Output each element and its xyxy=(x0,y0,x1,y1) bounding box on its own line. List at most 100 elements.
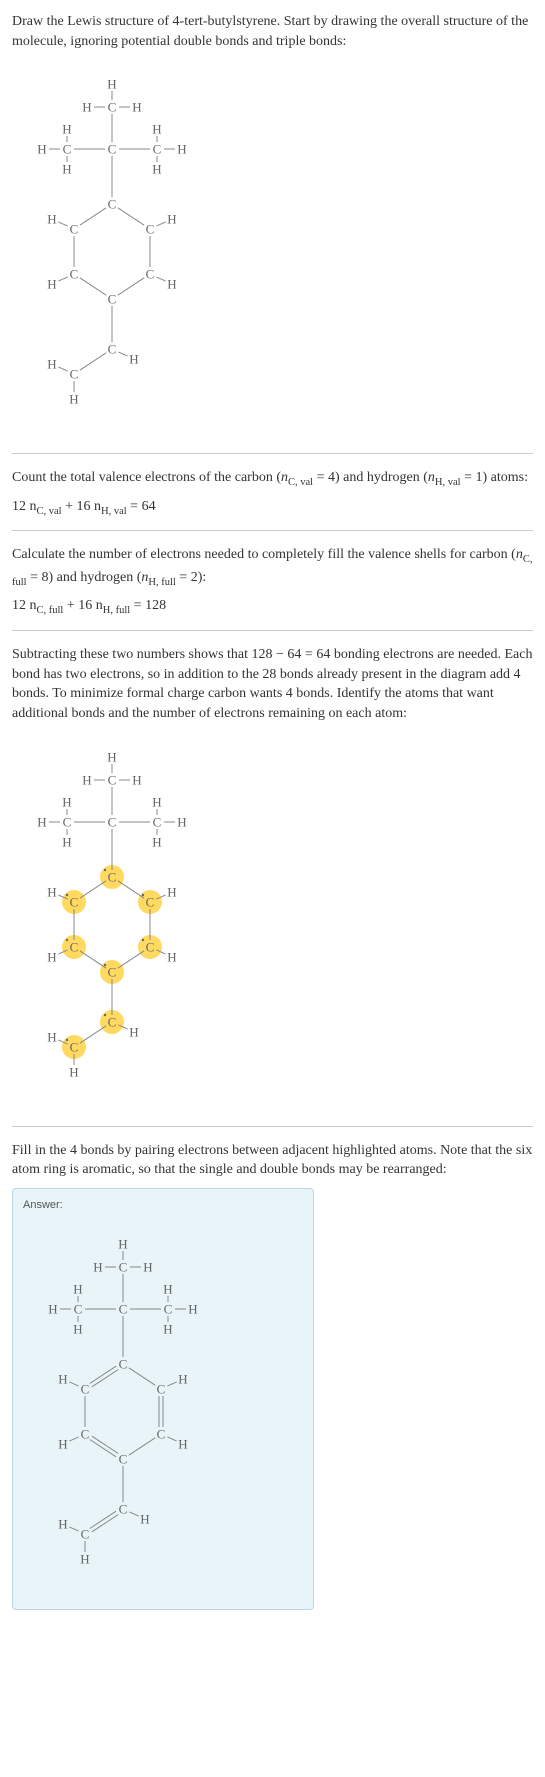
step3-text: Subtracting these two numbers shows that… xyxy=(12,645,533,723)
answer-box: Answer: HHCHHHHCCCHHHCHCCHHCCHCCHCHH xyxy=(12,1188,314,1610)
svg-text:H: H xyxy=(178,1436,187,1451)
divider xyxy=(12,1126,533,1127)
svg-text:H: H xyxy=(80,1551,89,1566)
svg-text:H: H xyxy=(58,1371,67,1386)
svg-text:H: H xyxy=(163,1281,172,1296)
svg-text:H: H xyxy=(167,884,176,899)
svg-text:H: H xyxy=(188,1301,197,1316)
svg-text:C: C xyxy=(70,1039,79,1054)
intro-text: Draw the Lewis structure of 4-tert-butyl… xyxy=(12,12,533,51)
svg-text:C: C xyxy=(108,342,117,357)
divider xyxy=(12,530,533,531)
svg-text:H: H xyxy=(37,814,46,829)
svg-text:H: H xyxy=(107,77,116,92)
svg-text:H: H xyxy=(152,122,161,137)
svg-text:H: H xyxy=(93,1259,102,1274)
svg-text:H: H xyxy=(47,357,56,372)
svg-text:H: H xyxy=(62,834,71,849)
svg-text:H: H xyxy=(132,100,141,115)
svg-text:C: C xyxy=(108,869,117,884)
svg-text:H: H xyxy=(107,749,116,764)
diagram-2: HHCHHHHCCCHHHCHCCHHCCHCCHCHH xyxy=(12,732,533,1112)
svg-text:C: C xyxy=(108,142,117,157)
svg-text:H: H xyxy=(163,1321,172,1336)
svg-text:C: C xyxy=(157,1426,166,1441)
svg-text:C: C xyxy=(119,1356,128,1371)
svg-text:C: C xyxy=(146,222,155,237)
divider xyxy=(12,453,533,454)
svg-text:H: H xyxy=(177,142,186,157)
svg-text:C: C xyxy=(153,142,162,157)
svg-text:C: C xyxy=(81,1381,90,1396)
svg-text:H: H xyxy=(140,1511,149,1526)
svg-text:H: H xyxy=(129,352,138,367)
svg-text:H: H xyxy=(69,392,78,407)
svg-text:C: C xyxy=(108,100,117,115)
step2-text: Calculate the number of electrons needed… xyxy=(12,545,533,590)
svg-text:H: H xyxy=(62,122,71,137)
svg-text:H: H xyxy=(73,1281,82,1296)
svg-text:H: H xyxy=(178,1371,187,1386)
svg-text:C: C xyxy=(108,814,117,829)
svg-text:H: H xyxy=(177,814,186,829)
svg-text:H: H xyxy=(47,884,56,899)
svg-text:H: H xyxy=(82,100,91,115)
svg-text:H: H xyxy=(69,1064,78,1079)
svg-text:C: C xyxy=(63,142,72,157)
svg-text:C: C xyxy=(153,814,162,829)
svg-text:C: C xyxy=(164,1301,173,1316)
svg-text:H: H xyxy=(47,1029,56,1044)
svg-text:H: H xyxy=(37,142,46,157)
svg-text:H: H xyxy=(118,1236,127,1251)
svg-text:H: H xyxy=(48,1301,57,1316)
svg-text:H: H xyxy=(82,772,91,787)
svg-text:C: C xyxy=(70,367,79,382)
divider xyxy=(12,630,533,631)
diagram-1: HHCHHHHCCCHHHCHCCHHCCHCCHCHH xyxy=(12,59,533,439)
step4-text: Fill in the 4 bonds by pairing electrons… xyxy=(12,1141,533,1180)
svg-text:H: H xyxy=(47,949,56,964)
svg-text:C: C xyxy=(108,1014,117,1029)
svg-text:H: H xyxy=(167,949,176,964)
svg-text:H: H xyxy=(143,1259,152,1274)
svg-text:H: H xyxy=(152,794,161,809)
svg-text:H: H xyxy=(132,772,141,787)
svg-text:C: C xyxy=(108,197,117,212)
svg-text:H: H xyxy=(129,1024,138,1039)
svg-text:H: H xyxy=(152,834,161,849)
svg-text:C: C xyxy=(70,222,79,237)
svg-text:H: H xyxy=(47,212,56,227)
svg-text:C: C xyxy=(81,1426,90,1441)
svg-text:C: C xyxy=(119,1301,128,1316)
svg-text:C: C xyxy=(108,772,117,787)
svg-text:C: C xyxy=(70,894,79,909)
diagram-3: HHCHHHHCCCHHHCHCCHHCCHCCHCHH xyxy=(23,1219,303,1599)
svg-text:H: H xyxy=(167,212,176,227)
svg-text:C: C xyxy=(74,1301,83,1316)
step1-text: Count the total valence electrons of the… xyxy=(12,468,533,490)
svg-text:H: H xyxy=(167,277,176,292)
svg-text:C: C xyxy=(119,1501,128,1516)
svg-text:C: C xyxy=(108,292,117,307)
svg-text:C: C xyxy=(119,1259,128,1274)
step1-formula: 12 nC, val + 16 nH, val = 64 xyxy=(12,499,533,517)
svg-text:H: H xyxy=(73,1321,82,1336)
svg-text:H: H xyxy=(152,162,161,177)
svg-text:C: C xyxy=(63,814,72,829)
answer-label: Answer: xyxy=(23,1199,303,1211)
svg-text:H: H xyxy=(58,1516,67,1531)
svg-text:C: C xyxy=(146,267,155,282)
svg-text:C: C xyxy=(157,1381,166,1396)
svg-text:H: H xyxy=(62,162,71,177)
svg-text:C: C xyxy=(146,894,155,909)
step2-formula: 12 nC, full + 16 nH, full = 128 xyxy=(12,598,533,616)
svg-text:H: H xyxy=(47,277,56,292)
svg-text:C: C xyxy=(108,964,117,979)
svg-text:C: C xyxy=(146,939,155,954)
svg-text:C: C xyxy=(70,939,79,954)
svg-text:C: C xyxy=(119,1451,128,1466)
svg-text:H: H xyxy=(62,794,71,809)
svg-text:C: C xyxy=(70,267,79,282)
svg-text:H: H xyxy=(58,1436,67,1451)
svg-text:C: C xyxy=(81,1526,90,1541)
